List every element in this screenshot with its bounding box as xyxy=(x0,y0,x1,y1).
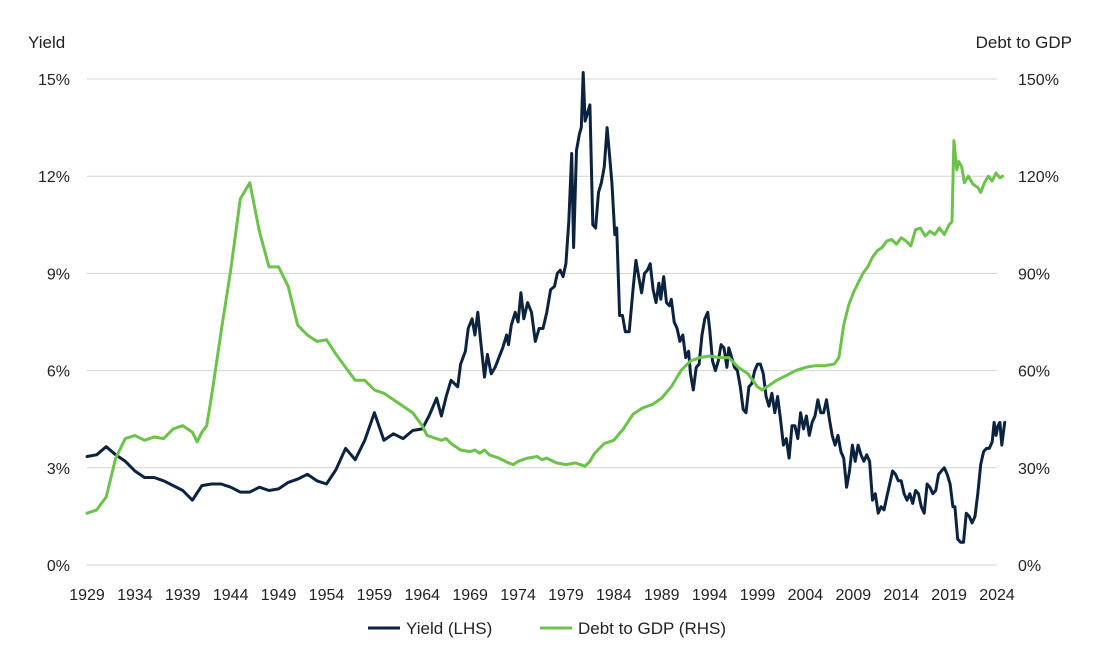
x-tick-label: 2009 xyxy=(836,587,872,604)
x-axis-ticks: 1929 1934 1939 1944 1949 1954 1959 1964 1969 1974… xyxy=(69,587,1015,604)
x-tick-label: 1949 xyxy=(261,587,297,604)
left-tick-label: 3% xyxy=(47,461,70,478)
x-tick-label: 1959 xyxy=(357,587,393,604)
x-tick-label: 2014 xyxy=(883,587,919,604)
left-tick-label: 15% xyxy=(38,72,70,89)
x-tick-label: 1934 xyxy=(117,587,153,604)
legend: Yield (LHS) Debt to GDP (RHS) xyxy=(368,619,726,638)
left-axis-title: Yield xyxy=(28,33,65,52)
x-tick-label: 1944 xyxy=(213,587,249,604)
x-tick-label: 1994 xyxy=(692,587,728,604)
left-tick-label: 6% xyxy=(47,364,70,381)
x-tick-label: 1954 xyxy=(309,587,345,604)
right-tick-label: 0% xyxy=(1018,558,1041,575)
x-tick-label: 1939 xyxy=(165,587,201,604)
x-tick-label: 1979 xyxy=(548,587,584,604)
x-tick-label: 2019 xyxy=(931,587,967,604)
x-tick-label: 1969 xyxy=(452,587,488,604)
right-axis-ticks: 0% 30% 60% 90% 120% 150% xyxy=(1018,72,1059,575)
x-tick-label: 2024 xyxy=(979,587,1015,604)
right-tick-label: 150% xyxy=(1018,72,1059,89)
x-tick-label: 1974 xyxy=(500,587,536,604)
right-tick-label: 90% xyxy=(1018,266,1050,283)
left-axis-ticks: 0% 3% 6% 9% 12% 15% xyxy=(38,72,70,575)
x-tick-label: 1964 xyxy=(404,587,440,604)
debt-to-gdp-series-line xyxy=(85,139,1005,515)
right-tick-label: 30% xyxy=(1018,461,1050,478)
legend-label-yield: Yield (LHS) xyxy=(406,619,492,638)
x-tick-label: 1984 xyxy=(596,587,632,604)
left-tick-label: 0% xyxy=(47,558,70,575)
left-tick-label: 12% xyxy=(38,169,70,186)
x-tick-label: 1989 xyxy=(644,587,680,604)
x-tick-label: 1929 xyxy=(69,587,105,604)
grid-lines xyxy=(87,78,997,566)
right-tick-label: 120% xyxy=(1018,169,1059,186)
series-layer xyxy=(85,71,1007,544)
right-tick-label: 60% xyxy=(1018,364,1050,381)
legend-label-debt-to-gdp: Debt to GDP (RHS) xyxy=(578,619,726,638)
x-tick-label: 1999 xyxy=(740,587,776,604)
right-axis-title: Debt to GDP xyxy=(976,33,1072,52)
x-tick-label: 2004 xyxy=(788,587,824,604)
left-tick-label: 9% xyxy=(47,266,70,283)
yield-series-line xyxy=(85,71,1007,544)
